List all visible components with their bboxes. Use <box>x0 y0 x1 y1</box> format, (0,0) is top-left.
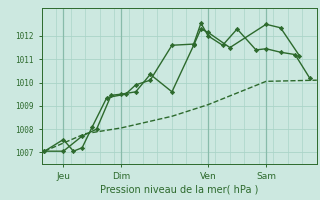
X-axis label: Pression niveau de la mer( hPa ): Pression niveau de la mer( hPa ) <box>100 185 258 195</box>
